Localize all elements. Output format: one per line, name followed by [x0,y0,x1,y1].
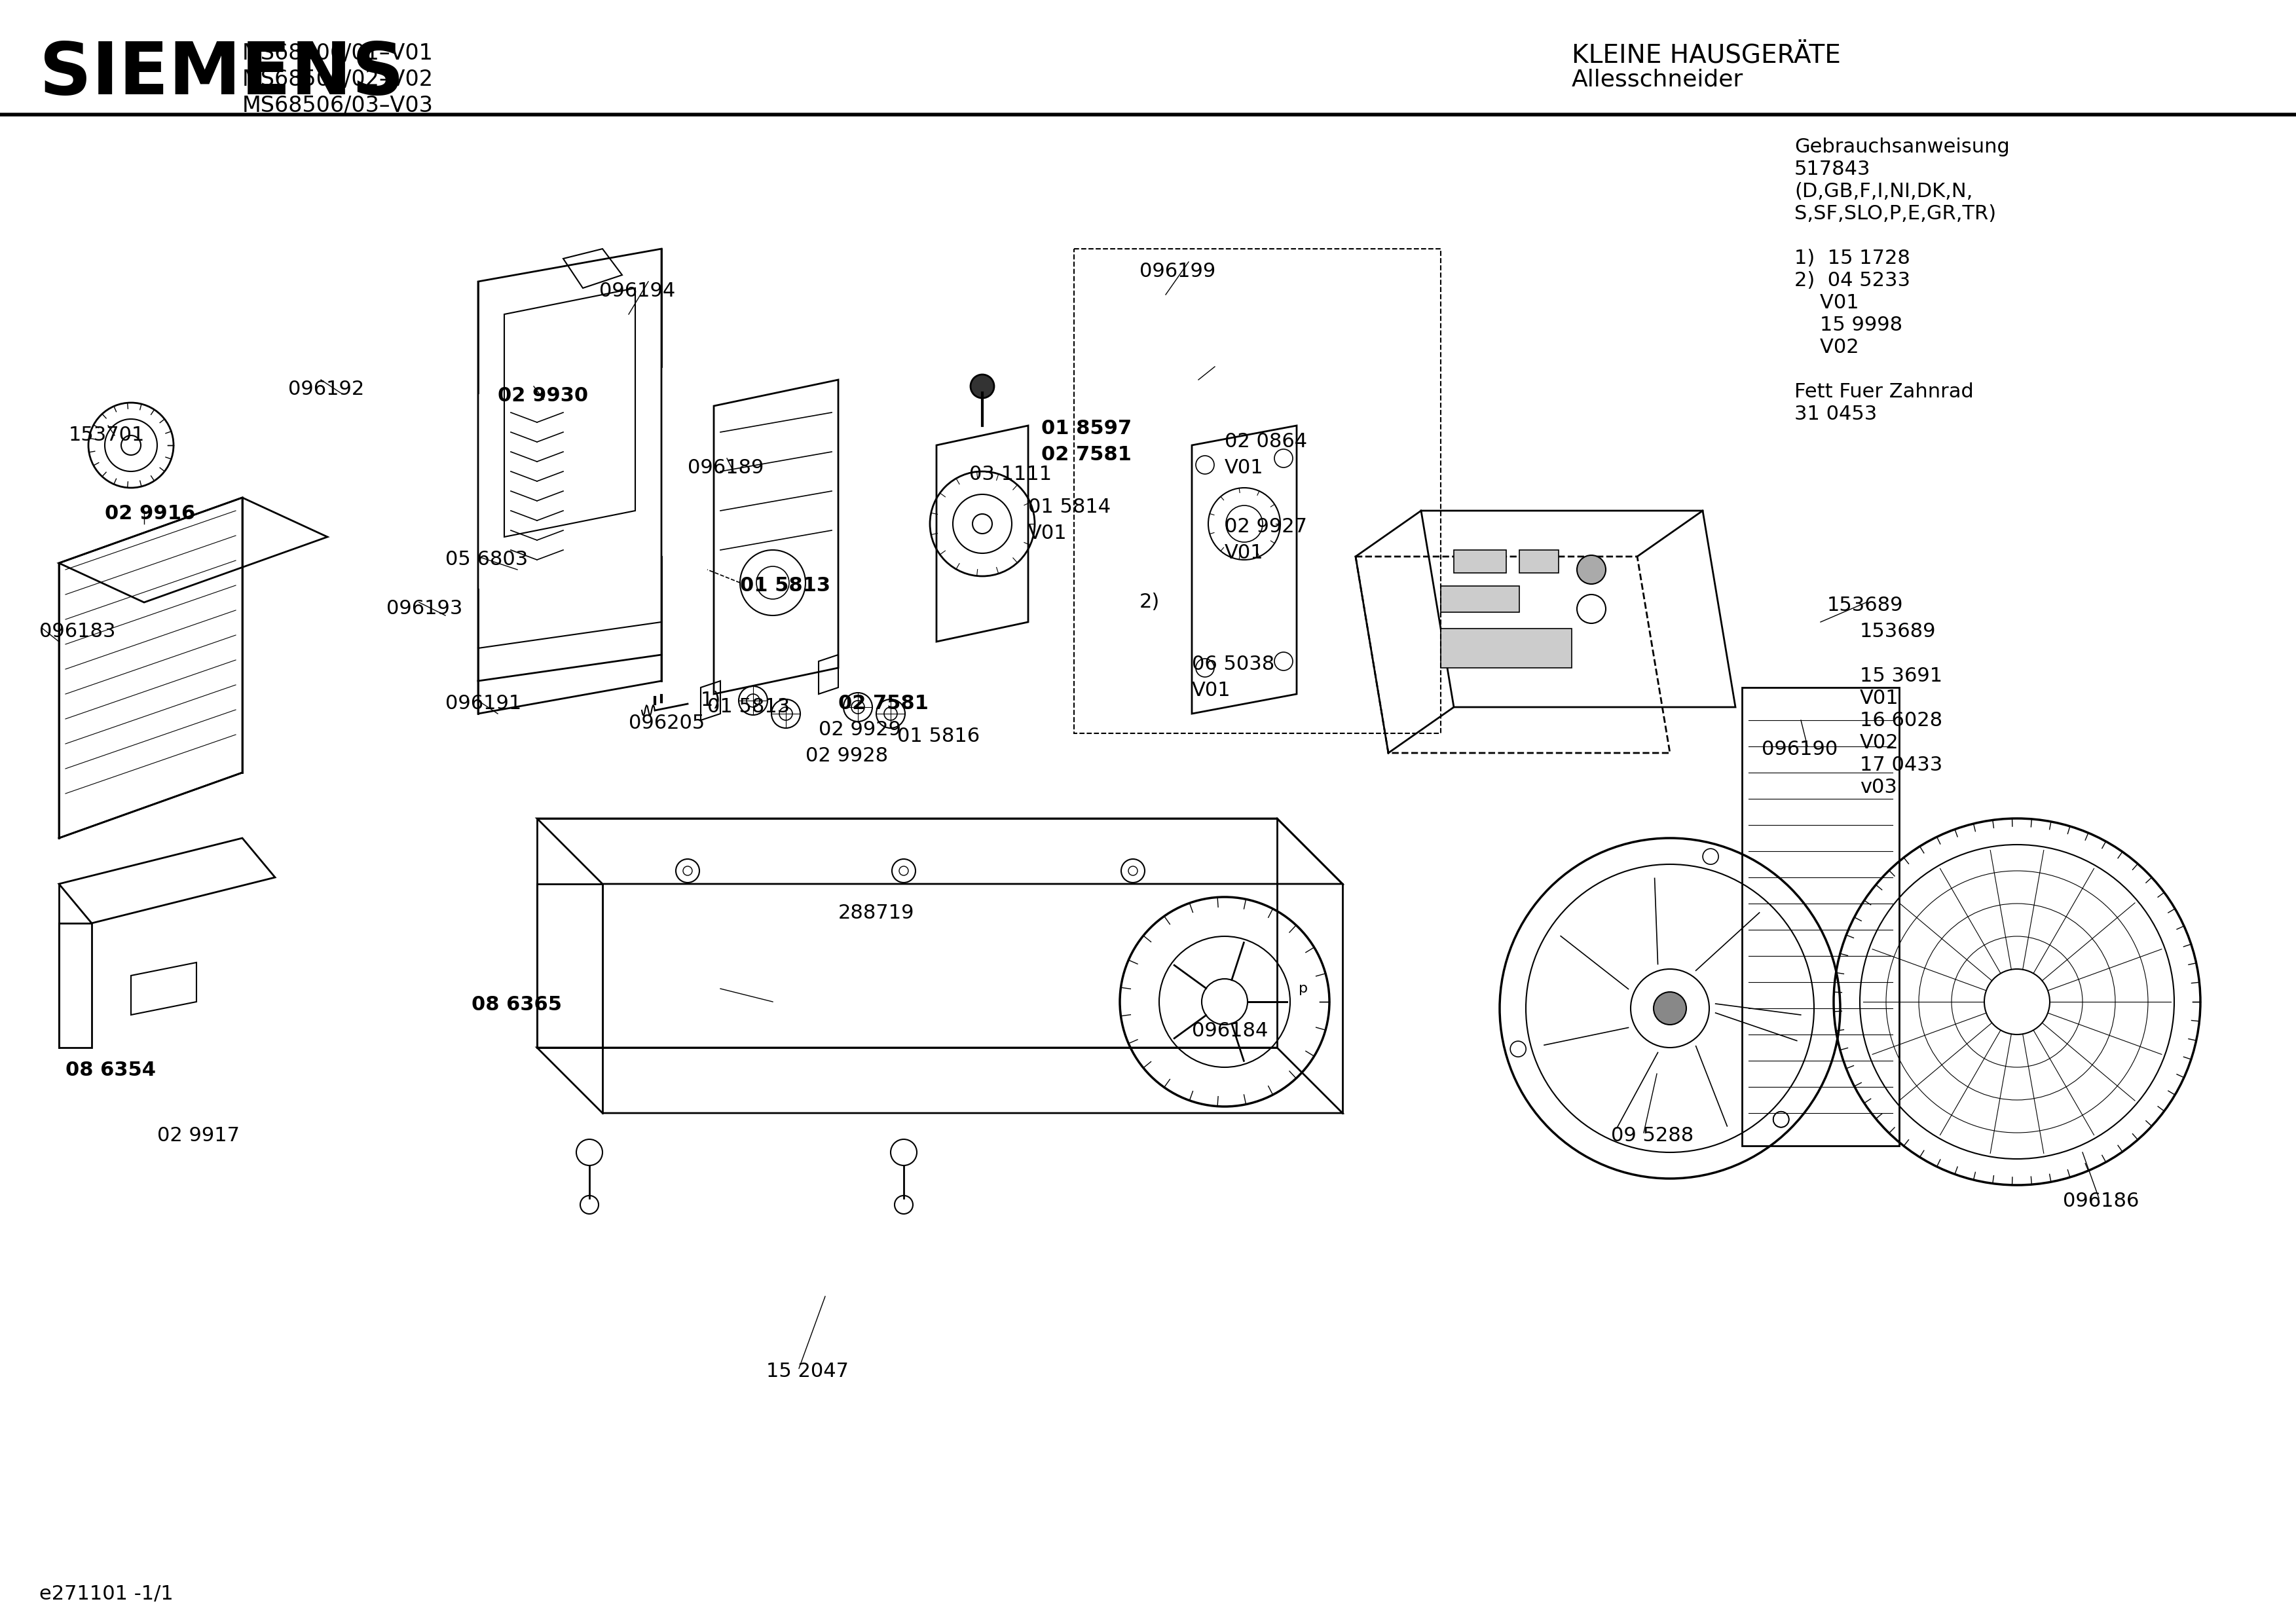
Text: V01: V01 [1192,680,1231,700]
Text: 02 9929: 02 9929 [820,721,900,740]
Text: 02 9916: 02 9916 [106,505,195,524]
Text: Gebrauchsanweisung: Gebrauchsanweisung [1795,137,2009,156]
Text: Allesschneider: Allesschneider [1573,69,1743,90]
Text: 01 5816: 01 5816 [898,727,980,746]
Text: 16 6028: 16 6028 [1860,711,1942,730]
Circle shape [971,374,994,398]
Text: 096191: 096191 [445,695,521,713]
Text: SIEMENS: SIEMENS [39,39,404,110]
Text: 096194: 096194 [599,282,675,300]
Text: 05 6803: 05 6803 [445,550,528,569]
Text: 1): 1) [700,692,721,709]
Text: V02: V02 [1795,339,1860,356]
Text: 15 9998: 15 9998 [1795,316,1903,335]
Text: p: p [1300,982,1309,995]
Text: 02 9930: 02 9930 [498,387,588,405]
Text: 2)  04 5233: 2) 04 5233 [1795,271,1910,290]
Text: (D,GB,F,I,NI,DK,N,: (D,GB,F,I,NI,DK,N, [1795,182,1972,202]
Text: 01 5813: 01 5813 [739,575,831,595]
Text: 01 5813: 01 5813 [707,698,790,716]
Text: 17 0433: 17 0433 [1860,756,1942,775]
Text: 15 3691: 15 3691 [1860,666,1942,685]
Text: 096190: 096190 [1761,740,1837,759]
Text: V01: V01 [1860,688,1899,708]
Text: 15 2047: 15 2047 [767,1362,850,1381]
Text: 1)  15 1728: 1) 15 1728 [1795,248,1910,268]
Text: 153689: 153689 [1860,622,1936,642]
Text: 31 0453: 31 0453 [1795,405,1878,424]
Text: 08 6365: 08 6365 [471,995,563,1014]
Text: 096193: 096193 [386,600,461,617]
Text: V02: V02 [1860,733,1899,753]
Text: e271101 -1/1: e271101 -1/1 [39,1585,174,1604]
Text: V01: V01 [1224,458,1263,477]
Text: V01: V01 [1795,293,1860,313]
Text: 08 6354: 08 6354 [67,1061,156,1080]
Bar [1440,629,1573,667]
Text: 096199: 096199 [1139,261,1215,280]
Text: MS68506/01–V01: MS68506/01–V01 [243,42,434,64]
Text: 096192: 096192 [287,380,365,398]
Text: 096186: 096186 [2062,1191,2140,1211]
Text: V01: V01 [1029,524,1068,543]
Bar [1520,550,1559,572]
Text: 153689: 153689 [1828,596,1903,614]
Text: KLEINE HAUSGERÄTE: KLEINE HAUSGERÄTE [1573,42,1841,68]
Text: 02 0864: 02 0864 [1224,432,1306,451]
Text: 2): 2) [1139,593,1159,611]
Text: S,SF,SLO,P,E,GR,TR): S,SF,SLO,P,E,GR,TR) [1795,205,1995,224]
Circle shape [1653,991,1685,1025]
Text: V01: V01 [1224,543,1263,563]
Text: 01 8597: 01 8597 [1042,419,1132,438]
Text: 02 9927: 02 9927 [1224,517,1306,537]
Text: 096184: 096184 [1192,1022,1267,1040]
Bar [1453,550,1506,572]
Text: Fett Fuer Zahnrad: Fett Fuer Zahnrad [1795,382,1975,401]
Text: 096183: 096183 [39,622,115,642]
Text: 517843: 517843 [1795,160,1871,179]
Text: 06 5038: 06 5038 [1192,654,1274,674]
Text: MS68506/02–V02: MS68506/02–V02 [243,69,434,90]
Text: 09 5288: 09 5288 [1612,1127,1694,1145]
Text: 02 9917: 02 9917 [156,1127,239,1145]
Bar [1440,587,1520,613]
Text: v03: v03 [1860,779,1896,796]
Text: 03 1111: 03 1111 [969,464,1052,484]
Text: 02 7581: 02 7581 [838,695,928,713]
Text: 01 5814: 01 5814 [1029,498,1111,516]
Text: MS68506/03–V03: MS68506/03–V03 [243,95,434,116]
Text: 02 7581: 02 7581 [1042,445,1132,464]
Text: 096205: 096205 [629,714,705,733]
Circle shape [1577,555,1605,584]
Text: 153701: 153701 [69,426,145,445]
Text: 02 9928: 02 9928 [806,746,889,766]
Text: 096189: 096189 [687,458,765,477]
Text: 288719: 288719 [838,904,914,922]
